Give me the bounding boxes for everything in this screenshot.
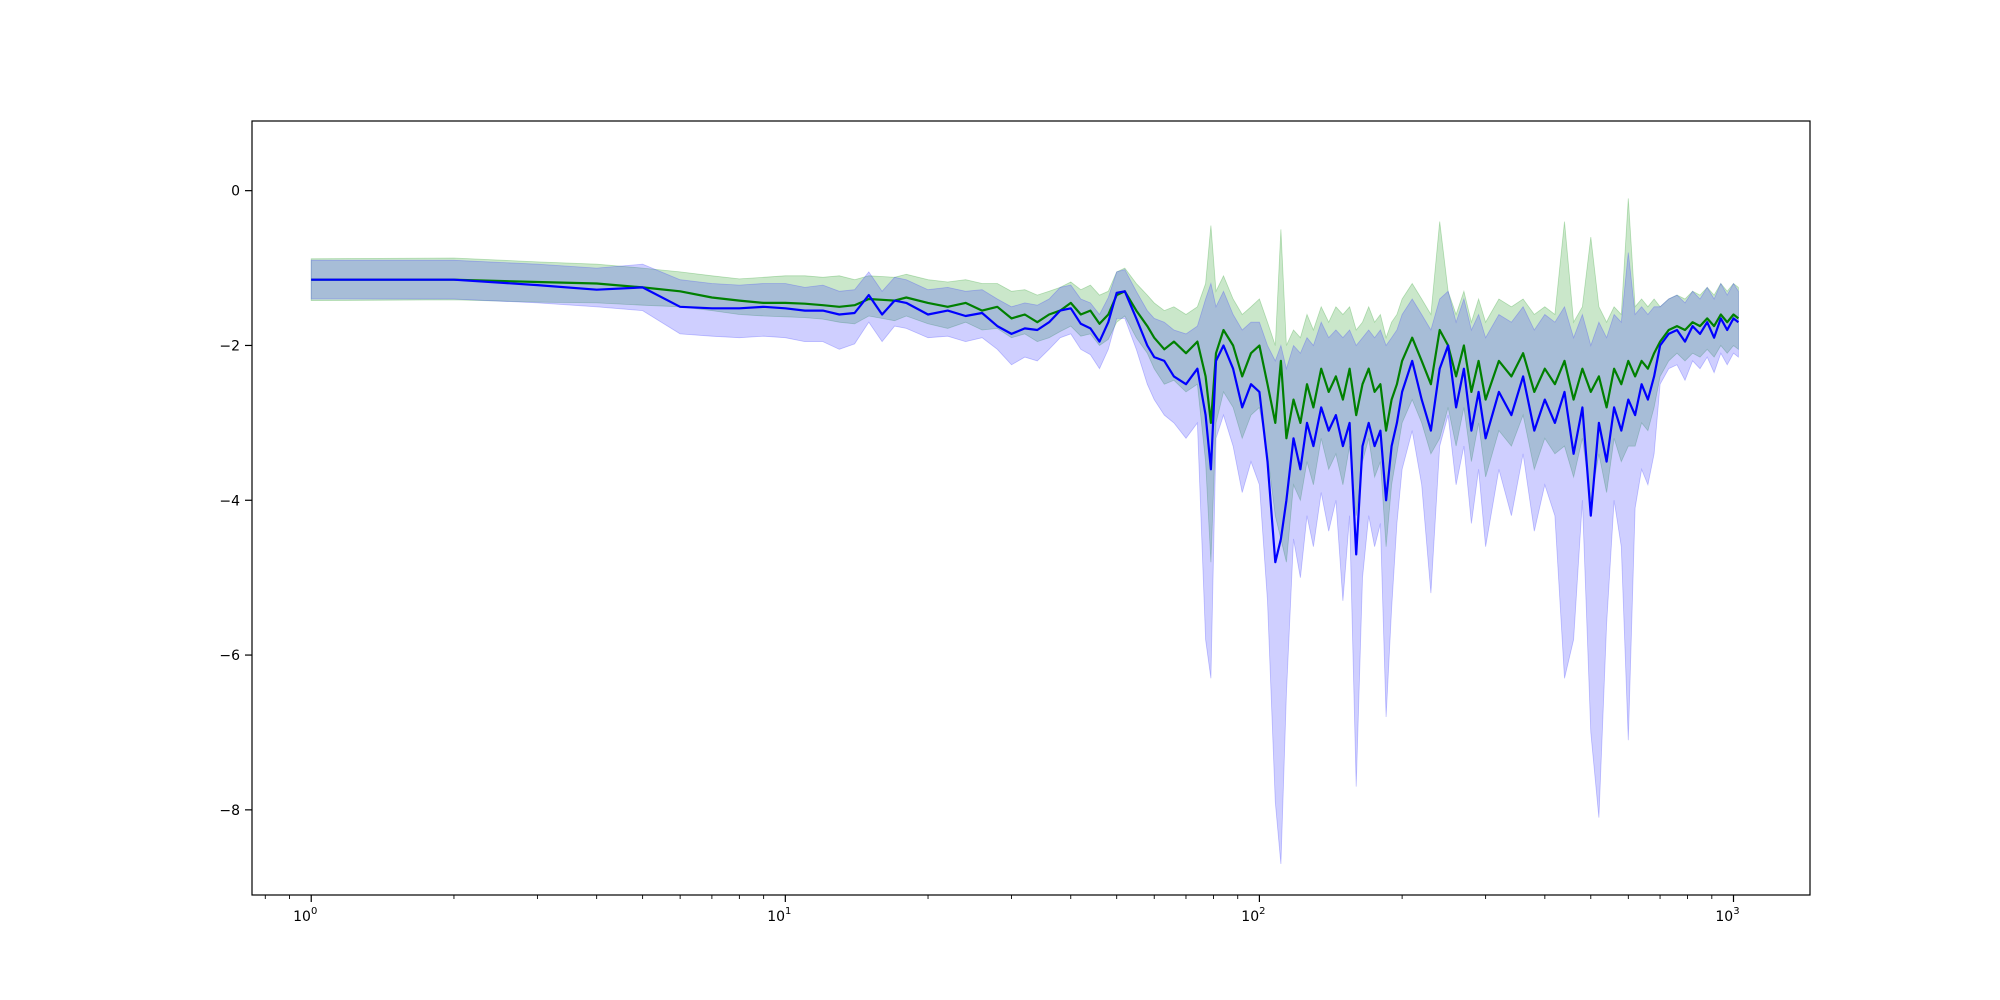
x-tick-label: 102 xyxy=(1241,906,1265,925)
series-lines xyxy=(311,278,1740,564)
y-tick-label: −2 xyxy=(219,338,240,354)
y-tick-label: −4 xyxy=(219,493,240,509)
x-tick-base: 10 xyxy=(1715,909,1733,925)
x-tick-base: 10 xyxy=(767,909,785,925)
y-tick-label: −8 xyxy=(219,803,240,819)
x-tick-exponent: 1 xyxy=(785,906,791,917)
y-tick-label: −6 xyxy=(219,648,240,664)
series-1-line xyxy=(311,278,1740,440)
x-tick-label: 100 xyxy=(293,906,317,925)
x-tick-exponent: 2 xyxy=(1259,906,1265,917)
x-tick-exponent: 3 xyxy=(1733,906,1739,917)
series-2-band xyxy=(310,252,1739,865)
x-tick-label: 103 xyxy=(1715,906,1739,925)
x-tick-base: 10 xyxy=(1241,909,1259,925)
x-tick-label: 101 xyxy=(767,906,791,925)
x-axis-ticks: 100 101 102 103 xyxy=(264,895,1740,925)
series-2-line xyxy=(311,278,1740,564)
x-tick-base: 10 xyxy=(293,909,311,925)
y-tick-label: 0 xyxy=(231,184,240,200)
y-axis-ticks: 0 −2 −4 −6 −8 xyxy=(219,184,252,819)
x-tick-exponent: 0 xyxy=(311,906,317,917)
plot-frame xyxy=(251,120,1811,896)
